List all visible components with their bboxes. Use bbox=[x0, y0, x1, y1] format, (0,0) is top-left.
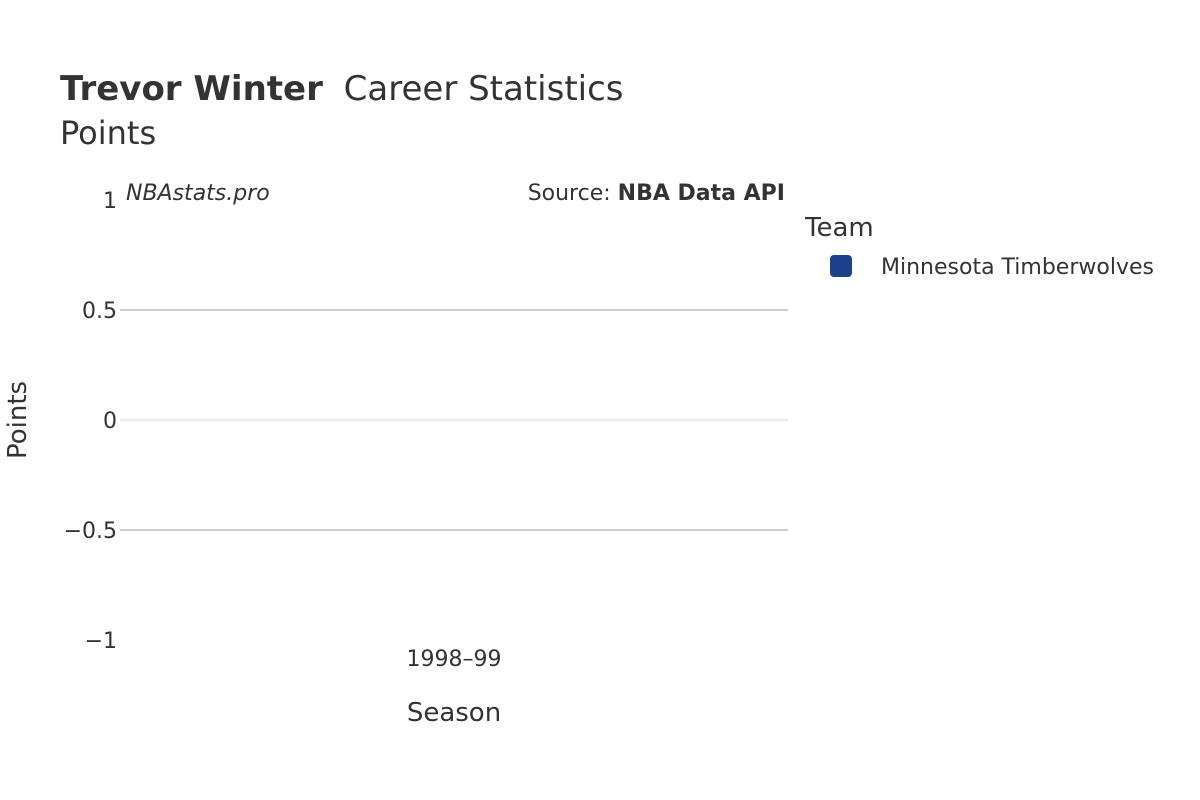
y-tick-label-4: −1 bbox=[85, 629, 117, 654]
x-tick-label-0: 1998–99 bbox=[407, 647, 502, 672]
y-gridlines bbox=[120, 309, 788, 531]
source-prefix: Source: bbox=[528, 181, 618, 206]
chart-subtitle: Points bbox=[60, 114, 156, 152]
x-tick-labels: 1998–99 bbox=[407, 647, 502, 672]
chart-title: Trevor Winter Career Statistics bbox=[60, 69, 624, 109]
player-name: Trevor Winter bbox=[60, 69, 323, 109]
y-tick-label-0: 1 bbox=[103, 189, 117, 214]
x-axis-label: Season bbox=[407, 698, 501, 728]
y-tick-label-3: −0.5 bbox=[64, 519, 117, 544]
legend-title: Team bbox=[804, 213, 874, 243]
y-tick-label-2: 0 bbox=[103, 409, 117, 434]
legend: Minnesota Timberwolves bbox=[830, 255, 1154, 280]
legend-label-0: Minnesota Timberwolves bbox=[881, 255, 1154, 280]
y-tick-labels: 1 0.5 0 −0.5 −1 bbox=[64, 189, 117, 654]
site-watermark: NBAstats.pro bbox=[126, 181, 270, 206]
y-tick-label-1: 0.5 bbox=[82, 299, 117, 324]
source-credit: Source: NBA Data API bbox=[528, 181, 785, 206]
source-name: NBA Data API bbox=[618, 181, 785, 206]
legend-swatch-0 bbox=[830, 255, 852, 277]
title-rest: Career Statistics bbox=[344, 69, 624, 109]
y-axis-label: Points bbox=[3, 381, 33, 459]
